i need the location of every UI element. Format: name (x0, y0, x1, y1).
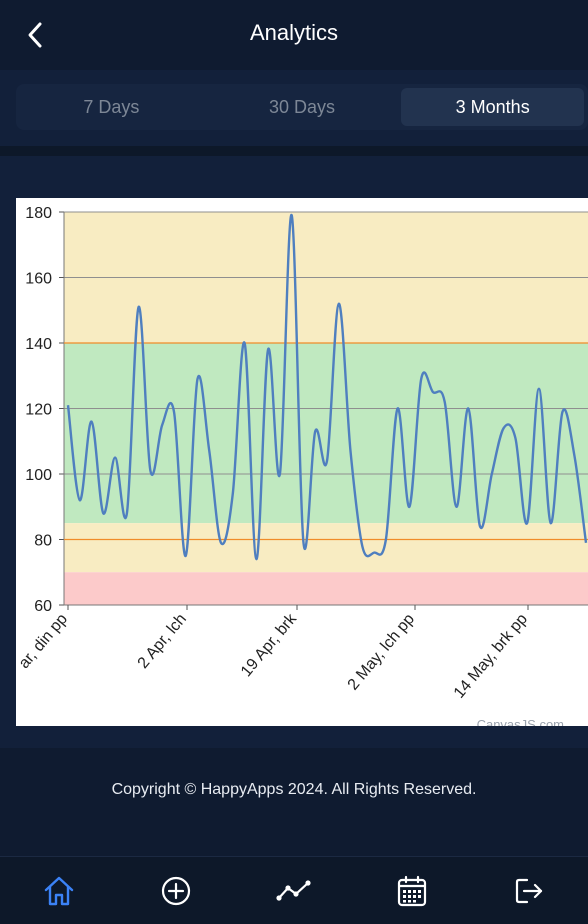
glucose-series-line (66, 214, 588, 561)
add-circle-icon (162, 876, 191, 905)
chevron-left-icon (28, 22, 42, 48)
nav-calendar[interactable] (353, 857, 471, 924)
chart-section: 180 160 140 120 100 80 60 ar, din pp 2 Apr, lch… (0, 156, 588, 748)
chart-band-3 (64, 572, 588, 605)
chart-band-1 (64, 343, 588, 524)
tab-7-days[interactable]: 7 Days (83, 96, 140, 117)
y-tick-label: 120 (25, 402, 52, 419)
back-button[interactable] (18, 18, 52, 52)
tab-3-months[interactable]: 3 Months (401, 88, 585, 126)
bottom-nav (0, 856, 588, 924)
nav-trends[interactable] (235, 857, 353, 924)
y-tick-label: 60 (34, 598, 52, 615)
y-tick-label: 160 (25, 271, 52, 288)
chart-band-2 (64, 523, 588, 573)
nav-logout[interactable] (470, 857, 588, 924)
page-title: Analytics (249, 20, 339, 45)
x-tick-label: ar, din pp (16, 611, 71, 672)
range-tabs: 7 Days 30 Days 3 Months (16, 84, 588, 130)
y-tick-label: 180 (25, 205, 52, 222)
chart-svg: 180 160 140 120 100 80 60 ar, din pp 2 Apr, lch… (16, 205, 588, 726)
divider (0, 146, 588, 156)
chart-watermark: CanvasJS.com (477, 717, 564, 726)
y-tick-label: 140 (25, 336, 52, 353)
nav-home[interactable] (0, 857, 118, 924)
glucose-chart[interactable]: 180 160 140 120 100 80 60 ar, din pp 2 Apr, lch… (16, 198, 588, 726)
y-tick-label: 100 (25, 467, 52, 484)
x-tick-label: 19 Apr, brk (238, 610, 301, 680)
copyright-text: Copyright © HappyApps 2024. All Rights R… (111, 781, 477, 798)
logout-icon (516, 878, 543, 903)
nav-add[interactable] (118, 857, 236, 924)
range-tabs-bar: 7 Days 30 Days 3 Months (0, 70, 588, 146)
home-icon (44, 876, 73, 905)
app-header: Analytics (0, 0, 588, 70)
x-tick-label: 2 Apr, lch (135, 611, 190, 672)
calendar-icon (397, 875, 426, 906)
x-tick-label: 2 May, lch pp (345, 611, 418, 694)
trend-line-icon (276, 879, 311, 901)
x-tick-label: 14 May, brk pp (451, 611, 531, 702)
y-tick-label: 80 (34, 533, 52, 550)
tab-30-days[interactable]: 30 Days (268, 96, 336, 117)
